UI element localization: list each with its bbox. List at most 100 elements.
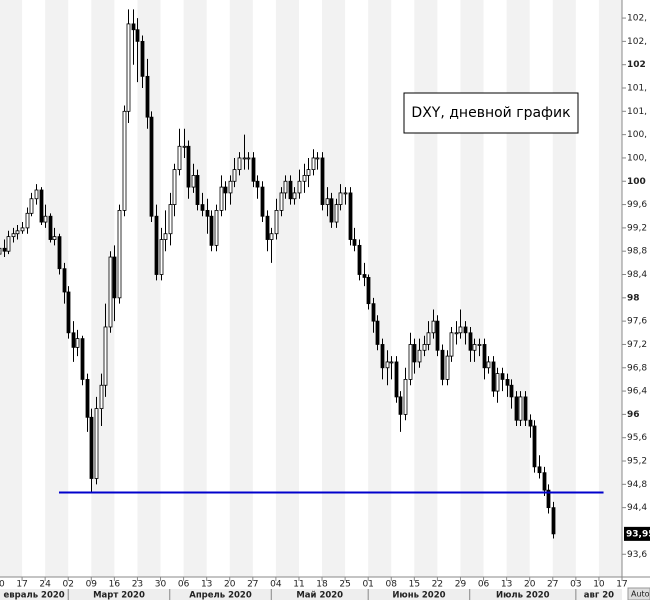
y-tick-label: 99,6: [627, 200, 647, 210]
week-stripe: [414, 0, 438, 577]
candle-body: [232, 169, 237, 182]
month-label: авг 20: [584, 591, 614, 600]
candle-body: [39, 189, 44, 223]
candle-body: [195, 175, 200, 205]
candle-body: [366, 277, 371, 305]
candle-body: [112, 256, 117, 299]
candle-body: [380, 344, 385, 369]
candle-body: [477, 344, 482, 346]
auto-button[interactable]: [627, 587, 650, 600]
y-tick-label: 99,2: [627, 223, 647, 233]
x-tick-label: 22: [432, 580, 443, 590]
candle-body: [283, 180, 288, 194]
x-tick-label: 20: [524, 580, 536, 590]
candle-body: [454, 332, 459, 335]
candle-body: [172, 169, 177, 205]
candle-body: [126, 23, 131, 112]
annotation: DXY, дневной график: [411, 105, 570, 121]
y-tick-label: 96: [627, 410, 640, 420]
candle-body: [343, 192, 348, 195]
candle-body: [315, 157, 320, 160]
candle-body: [458, 326, 463, 334]
candle-body: [200, 204, 205, 211]
month-label: Май 2020: [296, 591, 343, 600]
candle-body: [25, 212, 30, 229]
candle-body: [468, 332, 473, 351]
candle-body: [168, 204, 173, 235]
candle-body: [145, 75, 150, 118]
candle-body: [57, 236, 62, 270]
candle-body: [2, 247, 7, 252]
candle-body: [385, 361, 390, 369]
candle-body: [255, 180, 260, 188]
candle-body: [108, 256, 113, 328]
candle-body: [279, 192, 284, 211]
x-tick-label: 20: [224, 580, 236, 590]
candle-body: [66, 291, 71, 334]
week-stripe: [45, 0, 69, 577]
candle-body: [15, 230, 20, 235]
x-tick-label: 16: [109, 580, 121, 590]
candle-body: [537, 466, 542, 474]
y-tick-label: 94,8: [627, 480, 647, 490]
y-tick-label: 97,6: [627, 317, 647, 327]
candle-body: [514, 396, 519, 421]
candle-body: [398, 396, 403, 415]
candle-body: [11, 233, 16, 238]
candle-body: [75, 338, 80, 348]
last-price-label: 93,95: [626, 529, 650, 539]
y-tick-label: 98,4: [627, 270, 647, 280]
x-tick-label: 13: [501, 580, 512, 590]
week-stripe: [183, 0, 207, 577]
y-tick-label: 97,2: [627, 340, 647, 350]
candle-body: [394, 361, 399, 398]
candle-body: [219, 186, 224, 211]
y-tick-label: 102: [627, 60, 646, 70]
x-tick-label: 17: [16, 580, 27, 590]
candle-body: [117, 210, 122, 299]
y-tick-label: 93,6: [627, 550, 647, 560]
candle-body: [20, 227, 25, 232]
candle-body: [329, 198, 334, 223]
candle-body: [297, 180, 302, 194]
candle-body: [209, 215, 214, 246]
y-tick-label: 98: [627, 293, 640, 303]
candle-body: [546, 489, 551, 509]
candle-body: [251, 157, 256, 182]
candle-body: [242, 157, 247, 160]
candle-body: [52, 236, 57, 240]
week-stripe: [552, 0, 576, 577]
week-stripe: [275, 0, 299, 577]
candle-body: [103, 326, 108, 386]
week-stripe: [229, 0, 253, 577]
candle-body: [48, 215, 53, 240]
candle-body: [43, 215, 48, 223]
candle-body: [288, 180, 293, 200]
candle-body: [532, 425, 537, 468]
x-tick-label: 02: [62, 580, 73, 590]
candle-body: [338, 192, 343, 205]
week-stripe: [460, 0, 484, 577]
candle-body: [223, 186, 228, 194]
candle-body: [34, 189, 39, 200]
auto-button-label[interactable]: Auto: [631, 590, 650, 599]
candle-body: [260, 186, 265, 217]
y-tick-label: 95,2: [627, 457, 647, 467]
candle-body: [375, 320, 380, 345]
x-tick-label: 11: [293, 580, 304, 590]
candle-body: [463, 326, 468, 334]
candle-body: [500, 373, 505, 380]
y-tick-label: 100,: [627, 130, 647, 140]
x-tick-label: 10: [593, 580, 605, 590]
x-tick-label: 01: [362, 580, 373, 590]
x-tick-label: 29: [455, 580, 467, 590]
candle-body: [523, 396, 528, 421]
candle-body: [472, 344, 477, 351]
candle-body: [325, 198, 330, 205]
candle-body: [482, 344, 487, 369]
candle-body: [518, 396, 523, 421]
y-tick-label: 96,8: [627, 363, 647, 373]
candle-body: [440, 349, 445, 380]
x-tick-label: 23: [132, 580, 143, 590]
candle-body: [186, 145, 191, 188]
